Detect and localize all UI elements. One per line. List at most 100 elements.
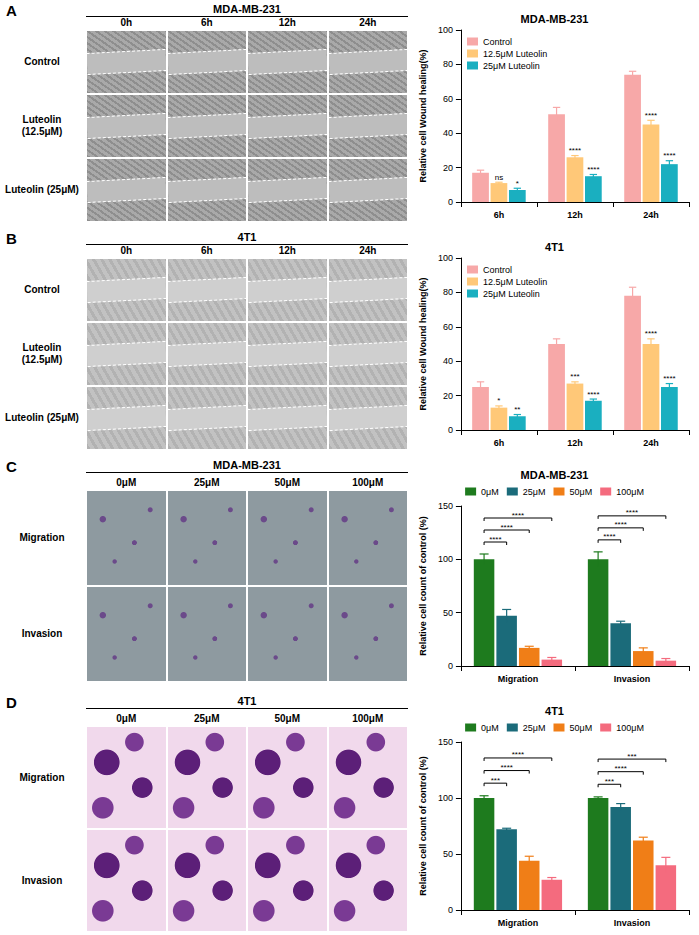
svg-text:Control: Control [483, 37, 512, 47]
html-text:Control: Control [24, 56, 60, 67]
svg-text:****: **** [645, 329, 657, 338]
svg-text:****: **** [614, 764, 626, 773]
svg-text:MDA-MB-231: MDA-MB-231 [521, 469, 589, 481]
svg-text:0μM: 0μM [481, 487, 499, 497]
svg-text:Relative cell Wound healing(%): Relative cell Wound healing(%) [418, 50, 428, 183]
html-text:Migration: Migration [19, 771, 65, 783]
svg-text:25μM Luteolin: 25μM Luteolin [483, 289, 540, 299]
svg-text:****: **** [500, 763, 512, 772]
html-text:Luteolin (25μM): Luteolin (25μM) [5, 412, 79, 423]
svg-text:6h: 6h [494, 438, 505, 448]
svg-text:Control: Control [483, 265, 512, 275]
html-text:4T1: 4T1 [237, 231, 257, 243]
svg-text:0: 0 [448, 425, 453, 435]
svg-text:****: **** [569, 146, 581, 155]
svg-text:Invasion: Invasion [614, 674, 651, 684]
svg-text:***: *** [627, 752, 636, 761]
svg-text:60: 60 [443, 322, 453, 332]
svg-text:Relative cell count of control: Relative cell count of control (%) [418, 756, 428, 896]
html-text:Invasion: Invasion [21, 874, 63, 886]
svg-text:24h: 24h [643, 210, 659, 220]
svg-text:100: 100 [438, 554, 453, 564]
svg-text:60: 60 [443, 94, 453, 104]
svg-text:****: **** [512, 511, 524, 520]
svg-text:12h: 12h [567, 438, 583, 448]
svg-text:****: **** [645, 111, 657, 120]
svg-text:12.5μM Luteolin: 12.5μM Luteolin [483, 49, 547, 59]
svg-text:50: 50 [443, 849, 453, 859]
svg-text:6h: 6h [494, 210, 505, 220]
svg-text:4T1: 4T1 [545, 241, 564, 253]
svg-text:****: **** [587, 390, 599, 399]
svg-text:0: 0 [448, 661, 453, 671]
svg-text:20: 20 [443, 163, 453, 173]
html-text:0h: 0h [120, 245, 133, 256]
svg-text:**: ** [514, 405, 520, 414]
svg-text:****: **** [626, 508, 638, 517]
svg-text:100: 100 [438, 253, 453, 263]
html-text:12h: 12h [278, 245, 296, 256]
svg-text:24h: 24h [643, 438, 659, 448]
svg-text:****: **** [603, 532, 615, 541]
svg-text:****: **** [489, 535, 501, 544]
svg-text:40: 40 [443, 128, 453, 138]
html-text:6h: 6h [200, 17, 213, 28]
svg-text:****: **** [512, 750, 524, 759]
html-text:MDA-MB-231: MDA-MB-231 [213, 459, 281, 471]
svg-text:0: 0 [448, 197, 453, 207]
svg-text:12.5μM Luteolin: 12.5μM Luteolin [483, 277, 547, 287]
svg-text:150: 150 [438, 737, 453, 747]
html-text:Control: Control [24, 284, 60, 295]
html-text:12h: 12h [278, 17, 296, 28]
svg-text:****: **** [663, 151, 675, 160]
svg-text:ns: ns [495, 173, 503, 182]
svg-text:Migration: Migration [498, 674, 539, 684]
svg-text:50μM: 50μM [569, 723, 592, 733]
svg-text:50μM: 50μM [569, 487, 592, 497]
html-text:24h: 24h [359, 17, 377, 28]
html-text:4T1: 4T1 [237, 695, 257, 707]
svg-text:12h: 12h [567, 210, 583, 220]
svg-text:Invasion: Invasion [614, 918, 651, 928]
svg-text:***: *** [605, 777, 614, 786]
html-text:B: B [6, 230, 17, 247]
svg-text:0μM: 0μM [481, 723, 499, 733]
svg-text:80: 80 [443, 287, 453, 297]
svg-text:Migration: Migration [498, 918, 539, 928]
svg-text:***: *** [570, 372, 579, 381]
html-text:Luteolin (12.5μM): Luteolin (12.5μM) [21, 342, 63, 365]
html-text:A: A [6, 2, 17, 19]
svg-text:100μM: 100μM [616, 723, 644, 733]
svg-text:***: *** [491, 776, 500, 785]
svg-text:Relative cell Wound healing(%): Relative cell Wound healing(%) [418, 278, 428, 411]
svg-text:80: 80 [443, 59, 453, 69]
svg-text:25μM: 25μM [523, 487, 546, 497]
svg-text:****: **** [500, 523, 512, 532]
svg-text:100: 100 [438, 25, 453, 35]
svg-text:Relative cell count of control: Relative cell count of control (%) [418, 516, 428, 656]
html-text:C: C [6, 458, 17, 475]
svg-text:*: * [516, 179, 519, 188]
svg-text:****: **** [614, 520, 626, 529]
svg-text:100μM: 100μM [616, 487, 644, 497]
svg-text:25μM: 25μM [523, 723, 546, 733]
svg-text:100: 100 [438, 793, 453, 803]
svg-text:****: **** [663, 374, 675, 383]
svg-text:150: 150 [438, 501, 453, 511]
html-text:0μM: 0μM [116, 477, 137, 488]
svg-text:25μM Luteolin: 25μM Luteolin [483, 61, 540, 71]
svg-text:4T1: 4T1 [545, 705, 564, 717]
html-text:0h: 0h [120, 17, 133, 28]
svg-text:50: 50 [443, 608, 453, 618]
svg-text:20: 20 [443, 391, 453, 401]
html-text:MDA-MB-231: MDA-MB-231 [213, 3, 281, 15]
html-text:24h: 24h [359, 245, 377, 256]
html-text:6h: 6h [200, 245, 213, 256]
html-text:Luteolin (25μM): Luteolin (25μM) [5, 184, 79, 195]
svg-text:MDA-MB-231: MDA-MB-231 [521, 13, 589, 25]
html-text:Luteolin (12.5μM): Luteolin (12.5μM) [21, 114, 63, 137]
svg-text:*: * [497, 396, 500, 405]
svg-text:0: 0 [448, 905, 453, 915]
svg-text:40: 40 [443, 356, 453, 366]
svg-text:****: **** [587, 165, 599, 174]
